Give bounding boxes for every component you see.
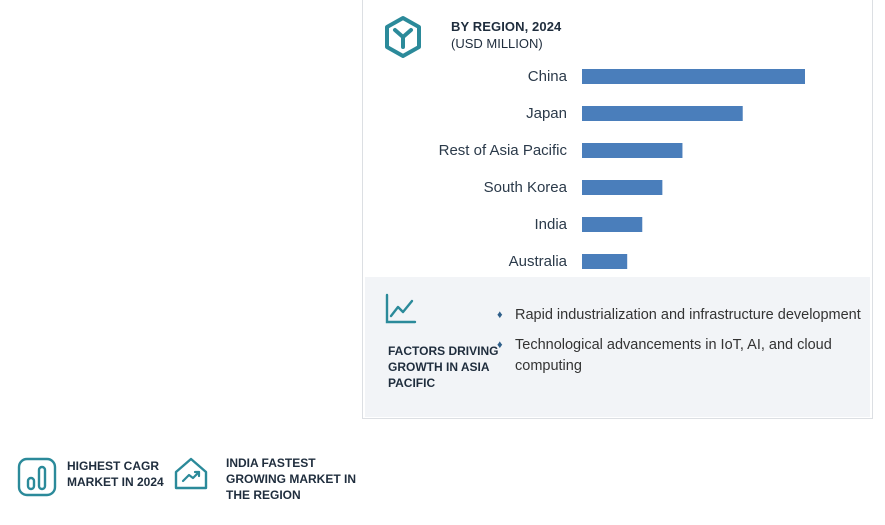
india-stat-text: INDIA FASTEST GROWING MARKET IN THE REGI… bbox=[226, 456, 356, 502]
category-label: India bbox=[534, 216, 567, 233]
chart-title: BY REGION, 2024 bbox=[451, 19, 562, 34]
bar-south-korea bbox=[582, 180, 663, 195]
trend-chart-icon bbox=[384, 292, 418, 326]
diamond-bullet-icon: ♦ bbox=[497, 339, 503, 351]
factor-item: ♦ Technological advancements in IoT, AI,… bbox=[497, 335, 872, 377]
chart-subtitle: (USD MILLION) bbox=[451, 36, 543, 51]
factors-label: FACTORS DRIVING GROWTH IN ASIA PACIFIC bbox=[388, 344, 499, 390]
factor-text: Technological advancements in IoT, AI, a… bbox=[515, 337, 832, 374]
bar-australia bbox=[582, 254, 628, 269]
hexagon-y-logo-icon bbox=[383, 15, 423, 59]
house-trend-icon bbox=[172, 455, 210, 498]
bar-china bbox=[582, 69, 805, 84]
factor-item: ♦ Rapid industrialization and infrastruc… bbox=[497, 305, 872, 326]
bar-growth-icon bbox=[17, 457, 57, 502]
bar-rest-of-asia-pacific bbox=[582, 143, 683, 158]
category-label: South Korea bbox=[484, 179, 568, 196]
region-bar-chart: China Japan Rest of Asia Pacific South Kore… bbox=[439, 68, 805, 270]
category-label: China bbox=[528, 68, 568, 85]
bar-india bbox=[582, 217, 643, 232]
bar-japan bbox=[582, 106, 743, 121]
category-label: Rest of Asia Pacific bbox=[439, 142, 568, 159]
factor-list: ♦ Rapid industrialization and infrastruc… bbox=[497, 305, 872, 386]
diamond-bullet-icon: ♦ bbox=[497, 309, 503, 321]
region-panel: BY REGION, 2024 (USD MILLION) China Japan… bbox=[362, 0, 873, 419]
category-label: Japan bbox=[526, 105, 567, 122]
category-label: Australia bbox=[509, 253, 568, 270]
cagr-stat-text: HIGHEST CAGR MARKET IN 2024 bbox=[67, 459, 164, 489]
growth-factors-box: FACTORS DRIVING GROWTH IN ASIA PACIFIC ♦… bbox=[365, 277, 870, 417]
factor-text: Rapid industrialization and infrastructu… bbox=[515, 307, 861, 323]
